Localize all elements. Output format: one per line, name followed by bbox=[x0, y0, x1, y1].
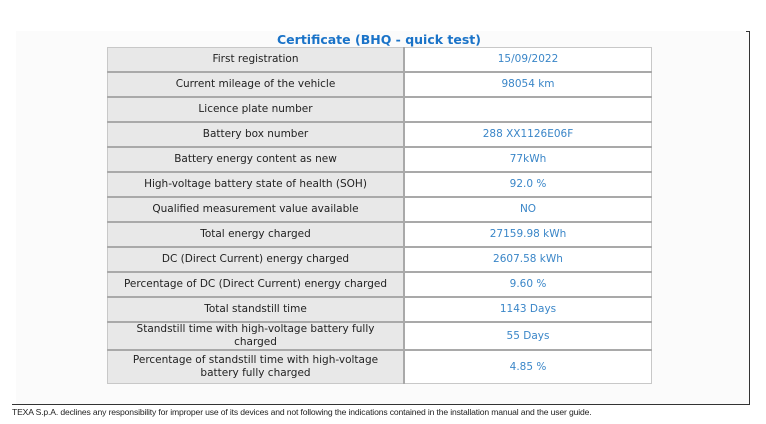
row-label-standstill-fully-charged-percentage: Percentage of standstill time with high-… bbox=[107, 349, 405, 384]
row-label-first-registration: First registration bbox=[107, 47, 405, 73]
disclaimer-text: TEXA S.p.A. declines any responsibility … bbox=[12, 407, 592, 417]
row-label-licence-plate: Licence plate number bbox=[107, 96, 405, 123]
row-value-dc-energy-charged: 2607.58 kWh bbox=[403, 246, 652, 273]
row-label-standstill-fully-charged: Standstill time with high-voltage batter… bbox=[107, 321, 405, 351]
row-label-dc-energy-percentage: Percentage of DC (Direct Current) energy… bbox=[107, 271, 405, 298]
table-row: Qualified measurement value available NO bbox=[107, 196, 652, 223]
row-value-first-registration: 15/09/2022 bbox=[403, 47, 652, 73]
frame-border-right bbox=[749, 31, 750, 405]
row-value-standstill-fully-charged: 55 Days bbox=[403, 321, 652, 351]
row-label-battery-energy-new: Battery energy content as new bbox=[107, 146, 405, 173]
table-row: High-voltage battery state of health (SO… bbox=[107, 171, 652, 198]
row-value-battery-energy-new: 77kWh bbox=[403, 146, 652, 173]
table-row: DC (Direct Current) energy charged 2607.… bbox=[107, 246, 652, 273]
row-value-qualified-measurement: NO bbox=[403, 196, 652, 223]
row-value-dc-energy-percentage: 9.60 % bbox=[403, 271, 652, 298]
table-row: Battery box number 288 XX1126E06F bbox=[107, 121, 652, 148]
frame-border-bottom bbox=[12, 404, 750, 405]
table-row: Current mileage of the vehicle 98054 km bbox=[107, 71, 652, 98]
table-row: First registration 15/09/2022 bbox=[107, 47, 652, 73]
certificate-table: First registration 15/09/2022 Current mi… bbox=[107, 47, 652, 384]
row-value-standstill-fully-charged-percentage: 4.85 % bbox=[403, 349, 652, 384]
row-value-total-energy-charged: 27159.98 kWh bbox=[403, 221, 652, 248]
certificate-title: Certificate (BHQ - quick test) bbox=[277, 32, 481, 47]
table-row: Battery energy content as new 77kWh bbox=[107, 146, 652, 173]
row-label-battery-box-number: Battery box number bbox=[107, 121, 405, 148]
frame-border-corner bbox=[746, 31, 750, 32]
table-row: Total standstill time 1143 Days bbox=[107, 296, 652, 323]
table-row: Standstill time with high-voltage batter… bbox=[107, 321, 652, 351]
row-label-total-standstill: Total standstill time bbox=[107, 296, 405, 323]
row-value-licence-plate bbox=[403, 96, 652, 123]
table-row: Total energy charged 27159.98 kWh bbox=[107, 221, 652, 248]
row-label-dc-energy-charged: DC (Direct Current) energy charged bbox=[107, 246, 405, 273]
row-label-current-mileage: Current mileage of the vehicle bbox=[107, 71, 405, 98]
row-value-battery-box-number: 288 XX1126E06F bbox=[403, 121, 652, 148]
row-value-soh: 92.0 % bbox=[403, 171, 652, 198]
table-row: Percentage of DC (Direct Current) energy… bbox=[107, 271, 652, 298]
row-value-current-mileage: 98054 km bbox=[403, 71, 652, 98]
table-row: Percentage of standstill time with high-… bbox=[107, 349, 652, 384]
row-label-soh: High-voltage battery state of health (SO… bbox=[107, 171, 405, 198]
row-label-qualified-measurement: Qualified measurement value available bbox=[107, 196, 405, 223]
table-row: Licence plate number bbox=[107, 96, 652, 123]
row-label-total-energy-charged: Total energy charged bbox=[107, 221, 405, 248]
row-value-total-standstill: 1143 Days bbox=[403, 296, 652, 323]
